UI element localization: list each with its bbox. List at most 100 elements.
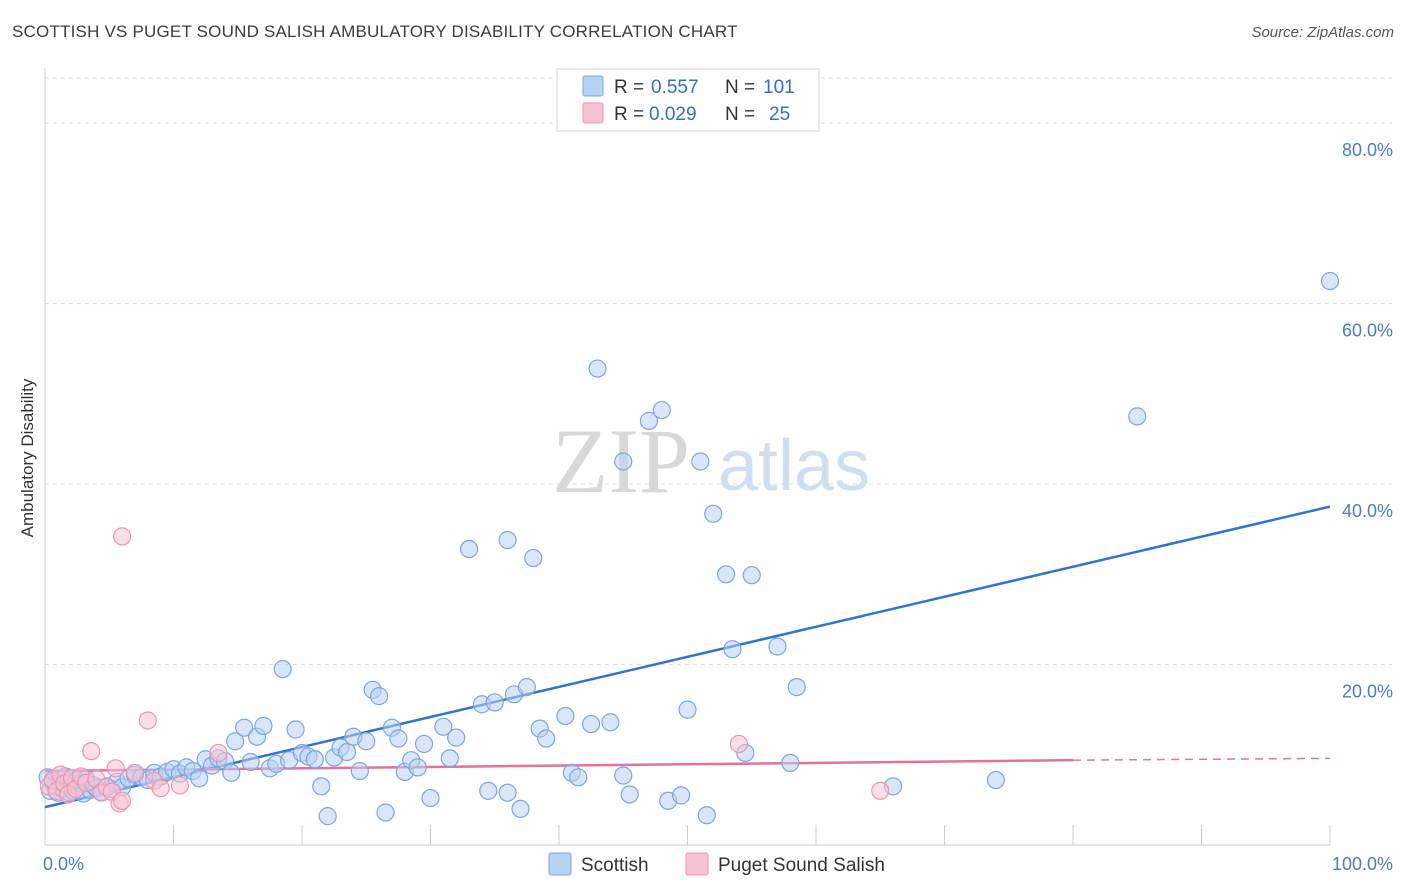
scottish-point-101 xyxy=(704,504,723,523)
trend-lines xyxy=(44,505,1331,809)
bottom-legend-swatch-salish xyxy=(685,852,709,876)
scottish-point-91 xyxy=(601,713,620,732)
scottish-point-86 xyxy=(556,706,575,726)
salish-point-18 xyxy=(125,763,145,782)
legend-r-value-2: 0.029 xyxy=(649,104,697,125)
scottish-point-45 xyxy=(254,716,273,735)
y-tick-label-80: 80.0% xyxy=(1342,140,1393,160)
tick-labels: 20.0% 40.0% 60.0% 80.0% 0.0% 100.0% xyxy=(43,140,1393,874)
legend-swatch-scottish xyxy=(582,75,604,97)
scottish-point-54 xyxy=(312,777,331,796)
scottish-point-55 xyxy=(318,807,337,826)
scottish-point-114 xyxy=(498,530,517,550)
scottish-point-105 xyxy=(768,637,787,656)
salish-point-21 xyxy=(170,776,190,795)
scottish-point-40 xyxy=(222,763,241,782)
scottish-point-79 xyxy=(498,783,517,802)
scottish-point-71 xyxy=(421,788,440,808)
scottish-point-78 xyxy=(485,693,504,712)
scottish-point-61 xyxy=(357,732,376,751)
scottish-point-92 xyxy=(614,766,633,785)
legend-r-value-1: 0.557 xyxy=(651,77,699,98)
salish-point-15 xyxy=(106,759,125,778)
scottish-point-82 xyxy=(517,677,536,697)
scottish-point-112 xyxy=(691,452,710,471)
scottish-point-107 xyxy=(787,677,806,697)
legend-n-value-2: 25 xyxy=(769,104,790,125)
scottish-point-58 xyxy=(337,742,357,762)
scottish-trend-line xyxy=(44,505,1331,809)
scottish-point-106 xyxy=(781,753,800,772)
bottom-legend-salish: Puget Sound Salish xyxy=(718,855,885,876)
scottish-point-109 xyxy=(986,770,1006,790)
scottish-point-104 xyxy=(742,566,761,585)
scottish-point-111 xyxy=(1320,271,1340,291)
salish-point-26 xyxy=(871,781,890,800)
y-tick-label-40: 40.0% xyxy=(1342,501,1393,521)
scottish-point-93 xyxy=(620,785,639,804)
x-tick-label-start: 0.0% xyxy=(43,854,84,874)
scottish-point-85 xyxy=(537,729,556,748)
scottish-point-63 xyxy=(370,687,389,706)
scottish-point-42 xyxy=(235,718,254,737)
legend-r-label-2: R = xyxy=(614,104,644,125)
scottish-point-74 xyxy=(447,728,466,747)
bottom-legend-swatch-scottish xyxy=(548,852,572,876)
salish-point-23 xyxy=(138,711,157,730)
axes xyxy=(44,68,1331,846)
salish-point-24 xyxy=(209,743,228,763)
legend-swatch-salish xyxy=(582,102,604,124)
salish-point-17 xyxy=(112,791,132,810)
bottom-legend-scottish: Scottish xyxy=(581,855,649,876)
salish-trend-line-extension xyxy=(1072,757,1331,761)
salish-point-10 xyxy=(82,742,101,761)
legend-r-label-1: R = xyxy=(614,77,644,98)
y-tick-label-60: 60.0% xyxy=(1342,321,1393,341)
scottish-point-88 xyxy=(569,768,588,787)
scottish-point-66 xyxy=(389,729,408,748)
scottish-point-48 xyxy=(273,659,292,679)
scottish-point-53 xyxy=(305,750,324,769)
scottish-point-83 xyxy=(524,548,543,568)
scottish-point-50 xyxy=(286,720,305,739)
scottish-point-95 xyxy=(652,400,671,420)
scottish-point-110 xyxy=(1128,407,1147,426)
x-tick-label-end: 100.0% xyxy=(1332,854,1393,874)
legend: R = 0.557 N = 101 R = 0.029 N = 25 xyxy=(556,68,820,132)
bottom-legend: Scottish Puget Sound Salish xyxy=(548,852,885,876)
scottish-point-89 xyxy=(582,714,601,734)
scottish-point-90 xyxy=(588,359,607,378)
scottish-point-102 xyxy=(716,565,736,584)
scottish-point-73 xyxy=(440,749,459,768)
scottish-point-75 xyxy=(459,539,479,559)
scottish-point-99 xyxy=(697,806,716,825)
salish-point-25 xyxy=(729,734,749,754)
salish-point-20 xyxy=(151,779,170,798)
scottish-point-97 xyxy=(671,786,691,805)
scottish-point-113 xyxy=(614,452,633,471)
scottish-point-98 xyxy=(678,700,697,719)
scottish-point-81 xyxy=(511,799,530,819)
scottish-point-69 xyxy=(408,758,427,777)
chart-title: SCOTTISH VS PUGET SOUND SALISH AMBULATOR… xyxy=(12,22,738,41)
scottish-point-70 xyxy=(414,734,434,754)
data-points xyxy=(38,271,1340,826)
scottish-point-60 xyxy=(350,761,369,781)
salish-point-22 xyxy=(112,527,132,546)
scottish-point-41 xyxy=(226,732,245,751)
legend-n-value-1: 101 xyxy=(763,77,795,98)
scottish-point-94 xyxy=(639,411,659,430)
watermark-atlas: atlas xyxy=(718,426,870,506)
scottish-point-77 xyxy=(479,781,498,800)
scottish-point-103 xyxy=(723,640,742,659)
scottish-point-64 xyxy=(376,803,395,822)
legend-n-label-1: N = xyxy=(725,77,755,98)
scottish-point-35 xyxy=(190,769,209,788)
watermark: ZIP atlas xyxy=(552,410,870,512)
source-label: Source: ZipAtlas.com xyxy=(1251,24,1394,41)
y-tick-label-20: 20.0% xyxy=(1342,682,1393,702)
legend-n-label-2: N = xyxy=(725,104,755,125)
scottish-point-43 xyxy=(241,752,260,772)
scottish-point-72 xyxy=(434,717,453,736)
